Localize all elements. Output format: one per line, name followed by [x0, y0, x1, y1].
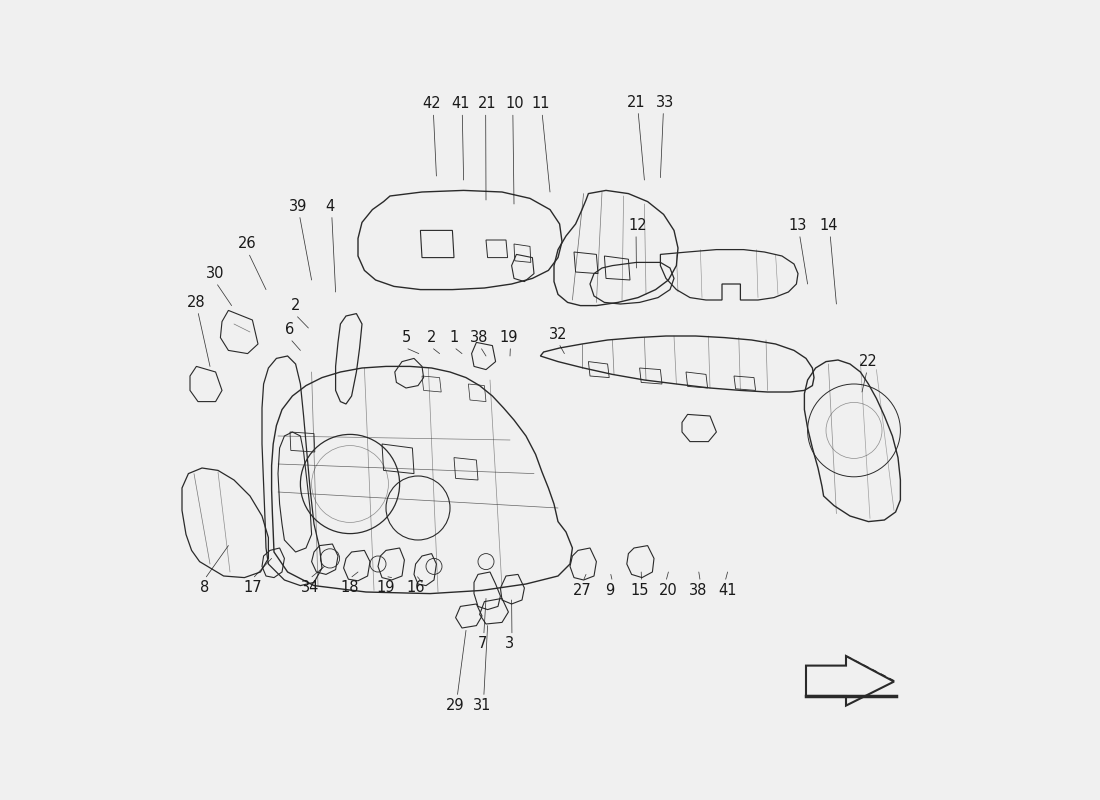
- Text: 20: 20: [659, 583, 678, 598]
- Text: 21: 21: [627, 95, 646, 110]
- Text: 28: 28: [187, 295, 206, 310]
- Text: 33: 33: [656, 95, 674, 110]
- Text: 31: 31: [473, 698, 492, 713]
- Text: 7: 7: [477, 637, 486, 651]
- Text: 27: 27: [573, 583, 592, 598]
- Text: 30: 30: [207, 266, 224, 281]
- Text: 16: 16: [406, 581, 425, 595]
- Text: 19: 19: [499, 330, 518, 345]
- Text: 41: 41: [718, 583, 737, 598]
- Text: 2: 2: [427, 330, 437, 345]
- Text: 34: 34: [300, 581, 319, 595]
- Text: 14: 14: [820, 218, 838, 233]
- Text: 5: 5: [402, 330, 410, 345]
- Text: 10: 10: [506, 97, 524, 111]
- Text: 2: 2: [290, 298, 300, 313]
- Text: 6: 6: [285, 322, 295, 337]
- Text: 4: 4: [326, 199, 334, 214]
- Text: 13: 13: [789, 218, 807, 233]
- Text: 15: 15: [630, 583, 649, 598]
- Text: 29: 29: [447, 698, 465, 713]
- Text: 32: 32: [549, 327, 568, 342]
- Text: 9: 9: [605, 583, 615, 598]
- Text: 1: 1: [450, 330, 459, 345]
- Text: 38: 38: [689, 583, 707, 598]
- Text: 26: 26: [239, 237, 257, 251]
- Text: 39: 39: [289, 199, 307, 214]
- Text: 11: 11: [531, 97, 550, 111]
- Text: 3: 3: [505, 637, 515, 651]
- Text: 17: 17: [243, 581, 262, 595]
- Text: 41: 41: [451, 97, 470, 111]
- Text: 12: 12: [629, 218, 647, 233]
- Text: 8: 8: [200, 581, 209, 595]
- Text: 22: 22: [859, 354, 878, 369]
- Text: 42: 42: [422, 97, 441, 111]
- Text: 18: 18: [341, 581, 360, 595]
- Text: 19: 19: [376, 581, 395, 595]
- Text: 38: 38: [471, 330, 488, 345]
- Text: 21: 21: [478, 97, 497, 111]
